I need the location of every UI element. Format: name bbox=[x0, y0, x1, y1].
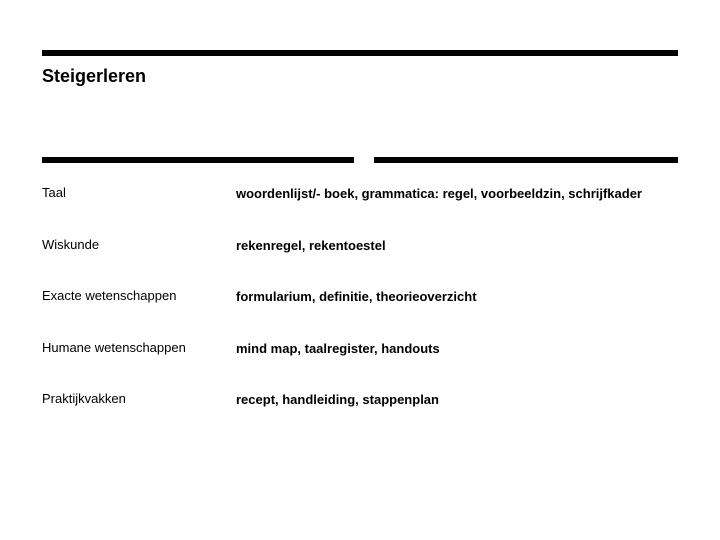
row-value: mind map, taalregister, handouts bbox=[236, 340, 678, 358]
section-rule-left bbox=[42, 157, 354, 163]
row-value: rekenregel, rekentoestel bbox=[236, 237, 678, 255]
content-table: Taal woordenlijst/- boek, grammatica: re… bbox=[42, 185, 678, 409]
table-row: Praktijkvakken recept, handleiding, stap… bbox=[42, 391, 678, 409]
table-row: Humane wetenschappen mind map, taalregis… bbox=[42, 340, 678, 358]
row-label: Humane wetenschappen bbox=[42, 340, 236, 355]
row-label: Praktijkvakken bbox=[42, 391, 236, 406]
row-label: Taal bbox=[42, 185, 236, 200]
section-rule-right bbox=[374, 157, 678, 163]
row-value: formularium, definitie, theorieoverzicht bbox=[236, 288, 678, 306]
table-row: Taal woordenlijst/- boek, grammatica: re… bbox=[42, 185, 678, 203]
table-row: Wiskunde rekenregel, rekentoestel bbox=[42, 237, 678, 255]
table-row: Exacte wetenschappen formularium, defini… bbox=[42, 288, 678, 306]
section-rule bbox=[42, 157, 678, 163]
top-rule bbox=[42, 50, 678, 56]
page-title: Steigerleren bbox=[42, 66, 678, 87]
row-label: Exacte wetenschappen bbox=[42, 288, 236, 303]
row-label: Wiskunde bbox=[42, 237, 236, 252]
row-value: woordenlijst/- boek, grammatica: regel, … bbox=[236, 185, 678, 203]
slide-page: Steigerleren Taal woordenlijst/- boek, g… bbox=[0, 0, 720, 540]
row-value: recept, handleiding, stappenplan bbox=[236, 391, 678, 409]
